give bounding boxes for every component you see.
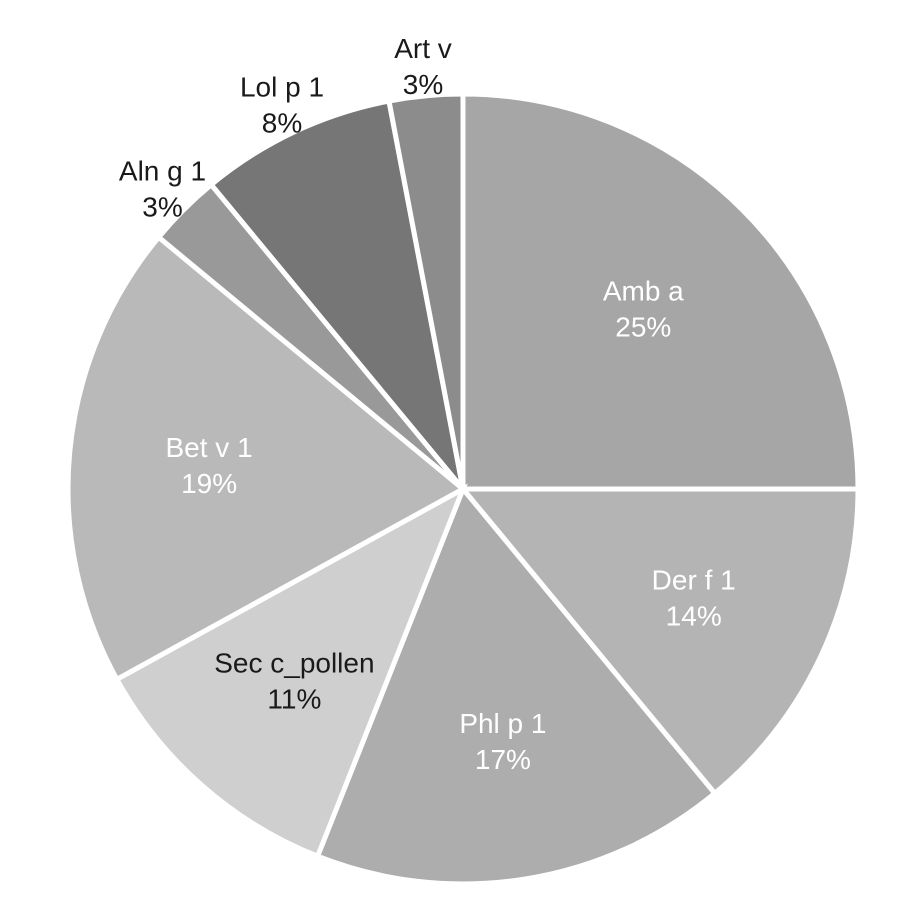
pie-labels: Amb a 25% Der f 1 14% Phl p 1 17% Sec c_pollen… — [119, 33, 736, 775]
pie-slice-bet-v-1 — [65, 233, 468, 683]
pie-slices — [65, 91, 861, 887]
slice-value-label: 11% — [267, 683, 321, 714]
slice-value-label: 3% — [142, 192, 182, 223]
pie-slice-art-v — [386, 91, 466, 490]
slice-name-label: Der f 1 — [652, 565, 736, 596]
slice-value-label: 17% — [475, 744, 531, 775]
pie-slice-sec-c-pollen — [113, 483, 468, 860]
slice-name-label: Aln g 1 — [119, 156, 206, 187]
slice-name-label: Lol p 1 — [240, 71, 324, 102]
slice-value-label: 25% — [615, 312, 671, 343]
slice-name-label: Phl p 1 — [459, 708, 546, 739]
pie-slice-der-f-1 — [457, 486, 861, 797]
pie-slice-phl-p-1 — [314, 484, 719, 887]
slice-name-label: Art v — [394, 33, 452, 64]
slice-value-label: 19% — [181, 468, 237, 499]
pie-slice-lol-p-1 — [207, 98, 466, 491]
slice-value-label: 14% — [666, 601, 722, 632]
slice-name-label: Bet v 1 — [166, 432, 253, 463]
slice-value-label: 3% — [403, 69, 443, 100]
slice-name-label: Sec c_pollen — [214, 647, 374, 678]
slice-value-label: 8% — [262, 107, 302, 138]
pie-slice-amb-a — [460, 91, 861, 492]
slice-name-label: Amb a — [603, 276, 684, 307]
